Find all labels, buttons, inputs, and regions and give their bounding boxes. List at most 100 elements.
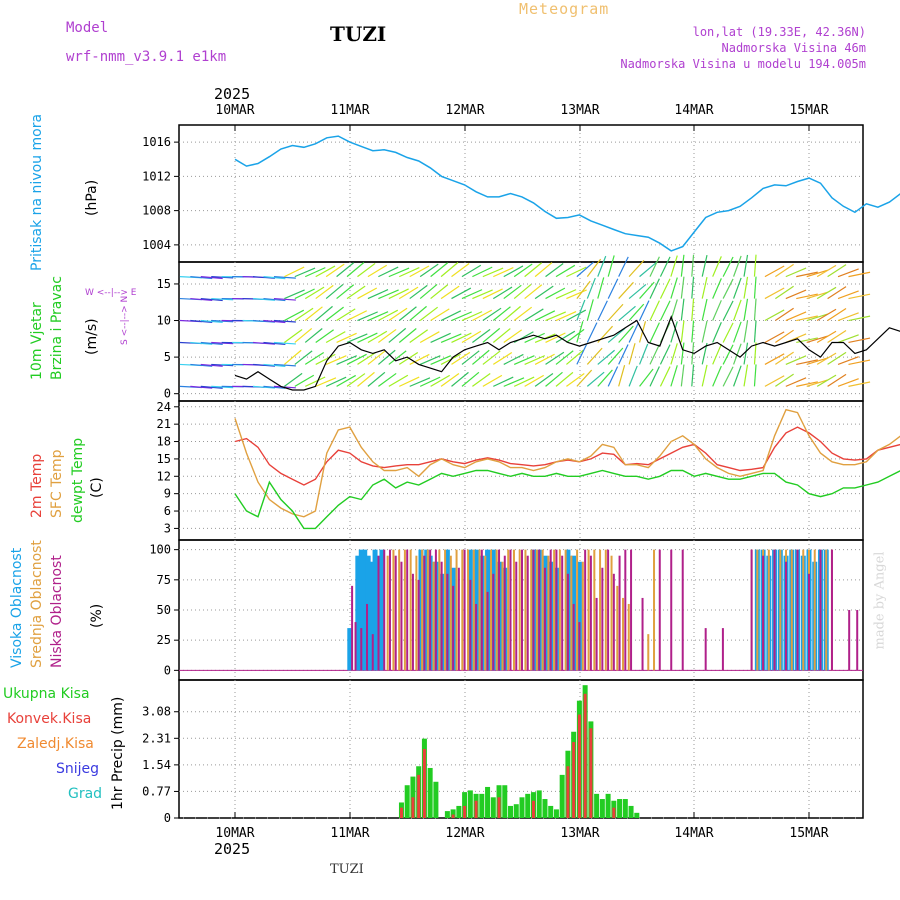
wind-arrow xyxy=(492,352,513,365)
y-tick-label: 1004 xyxy=(142,238,171,252)
cloud-bar-2 xyxy=(351,585,354,671)
cloud-bar-2 xyxy=(681,549,684,671)
wind-arrow xyxy=(534,373,554,387)
station-title: TUZI xyxy=(330,22,387,46)
cloud-bar-1 xyxy=(553,549,556,671)
wind-arrow xyxy=(607,327,626,343)
wind-arrow xyxy=(283,349,302,365)
cloud-bar-0 xyxy=(372,549,378,671)
wind-arrow xyxy=(440,333,462,344)
wind-arrow xyxy=(398,328,417,343)
cloud-bar-1 xyxy=(495,549,498,671)
wind-arrow xyxy=(388,327,407,343)
wind-arrow xyxy=(618,305,636,321)
wind-arrow xyxy=(461,330,482,343)
wind-arrow xyxy=(482,327,501,343)
precip-axis-label: 1hr Precip (mm) xyxy=(110,696,126,810)
wind-arrow xyxy=(451,351,471,365)
wind-arrow xyxy=(472,266,493,278)
wind-arrow xyxy=(190,297,213,302)
wind-arrow xyxy=(252,341,276,345)
cloud-bar-2 xyxy=(566,573,569,671)
cloud-bar-0 xyxy=(365,555,371,671)
wind-arrow xyxy=(430,374,450,387)
wind-arrow xyxy=(848,359,871,366)
cloud-bar-1 xyxy=(825,549,828,671)
wind-arrow xyxy=(848,337,871,344)
wind-arrow xyxy=(263,341,286,346)
wind-arrow xyxy=(712,343,722,365)
wind-title-2: Brzina i Pravac xyxy=(49,276,65,380)
wind-arrow xyxy=(618,281,634,299)
wind-arrow xyxy=(753,364,757,387)
wind-arrow xyxy=(336,332,357,344)
wind-arrow xyxy=(816,330,837,343)
wind-arrow xyxy=(357,311,378,322)
cloud-bar-1 xyxy=(616,585,619,671)
wind-arrow xyxy=(377,349,396,365)
wind-arrow xyxy=(670,365,678,387)
cloud-bar-2 xyxy=(446,573,449,671)
wind-arrow xyxy=(796,315,818,322)
cloud-bar-0 xyxy=(418,549,424,671)
wind-arrow xyxy=(680,364,685,387)
wind-arrow xyxy=(273,363,296,367)
wind-arrow xyxy=(357,287,378,300)
cloud-bar-2 xyxy=(400,561,403,671)
wind-arrow xyxy=(628,343,636,365)
wind-arrow xyxy=(775,351,794,365)
wind-arrow xyxy=(785,267,807,278)
model-altitude-label: Nadmorska Visina u modelu 194.005m xyxy=(620,57,866,71)
cloud-bar-1 xyxy=(478,549,481,671)
wind-arrow xyxy=(628,322,640,343)
wind-arrow xyxy=(576,261,594,278)
cloud-bar-2 xyxy=(366,603,369,671)
date-label-top: 10MAR xyxy=(215,103,254,118)
wind-arrow xyxy=(388,267,410,278)
wind-arrow xyxy=(263,363,286,367)
wind-arrow xyxy=(461,311,483,322)
wind-arrow xyxy=(399,267,420,278)
wind-arrow xyxy=(367,371,386,387)
wind-arrow xyxy=(816,308,837,322)
cloud-bar-1 xyxy=(779,549,782,671)
wind-arrow xyxy=(388,307,408,322)
wind-arrow xyxy=(764,287,785,300)
wind-arrow xyxy=(701,255,708,277)
wind-arrow xyxy=(503,377,525,387)
wind-arrow xyxy=(733,277,742,299)
cloud-bar-1 xyxy=(472,549,475,671)
cloud-bar-1 xyxy=(593,549,596,671)
wind-arrow xyxy=(670,255,678,277)
wind-arrow xyxy=(409,265,430,278)
cloud-bar-1 xyxy=(767,549,770,671)
wind-arrow xyxy=(785,377,807,387)
wind-arrow xyxy=(263,385,286,389)
precip-bar-0 xyxy=(525,793,531,818)
precip-bar-1 xyxy=(497,797,501,818)
wind-arrow xyxy=(576,344,587,365)
wind-arrow xyxy=(649,278,660,299)
cloud-bar-1 xyxy=(547,555,550,671)
wind-arrow xyxy=(607,255,615,277)
wind-arrow xyxy=(252,385,276,389)
wind-arrow xyxy=(451,287,472,300)
date-label-bottom: 14MAR xyxy=(674,826,713,841)
wind-arrow xyxy=(806,357,828,365)
precip-bar-0 xyxy=(427,767,433,818)
cloud-bar-1 xyxy=(432,561,435,671)
wind-arrow xyxy=(597,349,615,365)
wind-arrow xyxy=(325,306,344,322)
cloud-bar-2 xyxy=(383,549,386,671)
wind-arrow xyxy=(659,366,671,387)
wind-arrow xyxy=(388,374,409,387)
wind-arrow xyxy=(315,265,336,278)
wind-arrow xyxy=(461,264,482,278)
wind-arrow xyxy=(827,264,847,278)
cloud-bar-0 xyxy=(379,549,385,671)
wind-arrow xyxy=(273,341,296,345)
wind-arrow xyxy=(764,265,785,278)
wind-arrow xyxy=(586,347,603,365)
wind-arrow xyxy=(806,379,828,387)
wind-arrow xyxy=(638,343,649,365)
